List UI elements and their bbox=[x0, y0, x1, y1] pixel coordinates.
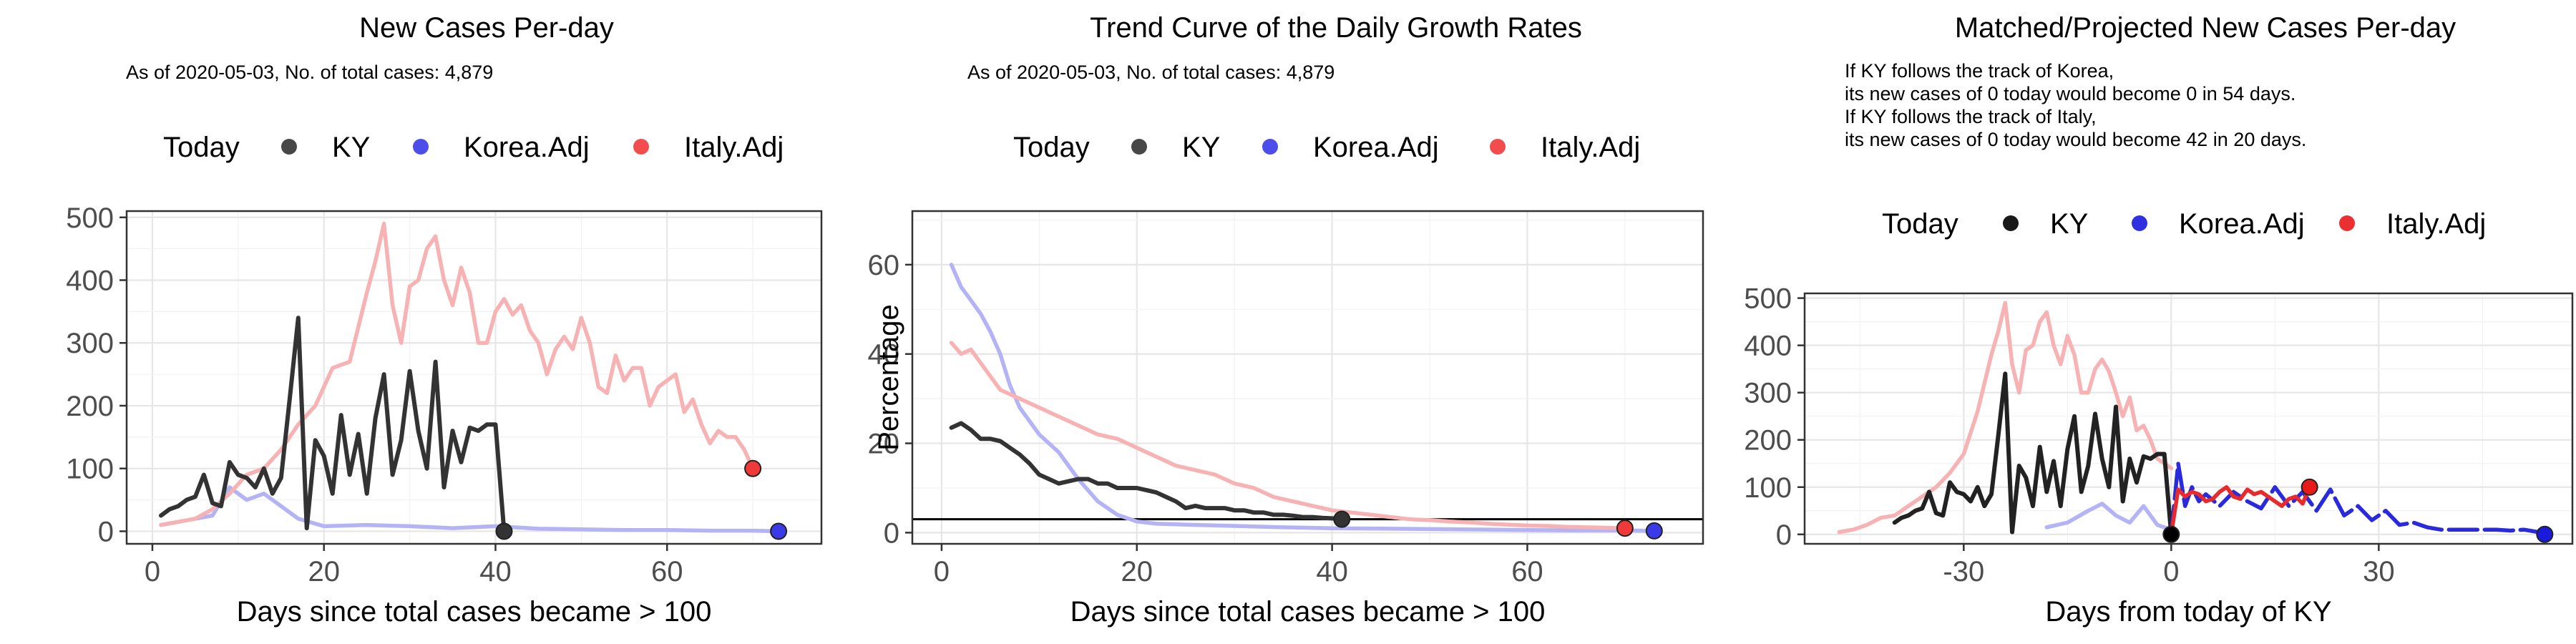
y-tick-label: 200 bbox=[1744, 425, 1792, 457]
plot-border bbox=[125, 210, 823, 545]
grid bbox=[127, 211, 821, 544]
legend-label: KY bbox=[2050, 208, 2088, 240]
x-tick-label: 0 bbox=[2163, 556, 2179, 587]
legend: Today KY Korea.Adj Italy.Adj bbox=[1013, 132, 1640, 163]
today-point-italy-adj bbox=[2301, 478, 2318, 496]
series-line-ky bbox=[1892, 371, 2174, 537]
chart-subtitle: As of 2020-05-03, No. of total cases: 4,… bbox=[967, 62, 1335, 83]
x-tick-label: 20 bbox=[1121, 556, 1153, 587]
legend-title: Today bbox=[1882, 208, 1958, 240]
legend-label: Italy.Adj bbox=[2386, 208, 2486, 240]
x-tick-label: 60 bbox=[651, 556, 683, 587]
x-tick-label: 30 bbox=[2363, 556, 2395, 587]
x-axis-label: Days since total cases became > 100 bbox=[237, 596, 712, 628]
legend: Today KY Korea.Adj Italy.Adj bbox=[1882, 208, 2486, 240]
series-line-italy-adj-projected bbox=[2169, 485, 2312, 537]
plot-panel bbox=[1805, 293, 2572, 544]
chart-3: Matched/Projected New Cases Per-day If KY… bbox=[1744, 12, 2574, 628]
series-line-italy-adj bbox=[1837, 301, 2174, 535]
legend-title: Today bbox=[1013, 132, 1090, 163]
today-point-italy-adj bbox=[744, 459, 762, 477]
chart-subtitle: As of 2020-05-03, No. of total cases: 4,… bbox=[126, 62, 493, 83]
chart-title: Trend Curve of the Daily Growth Rates bbox=[1090, 12, 1582, 44]
plot-border bbox=[1803, 292, 2574, 545]
x-tick-label: 40 bbox=[479, 556, 512, 587]
grid bbox=[912, 211, 1703, 544]
y-tick-label: 20 bbox=[868, 429, 900, 460]
legend: Today KY Korea.Adj Italy.Adj bbox=[163, 132, 784, 163]
y-tick-label: 400 bbox=[66, 265, 114, 297]
chart-subtitle-line: If KY follows the track of Korea, bbox=[1845, 60, 2114, 82]
y-tick-label: 100 bbox=[66, 454, 114, 485]
today-point-korea-adj bbox=[2536, 525, 2554, 543]
legend-marker bbox=[1262, 139, 1278, 155]
legend-label: Korea.Adj bbox=[464, 132, 590, 163]
y-tick-label: 0 bbox=[884, 517, 899, 549]
x-tick-label: 40 bbox=[1316, 556, 1348, 587]
series-line-korea-adj-projected bbox=[2169, 461, 2547, 537]
legend-marker bbox=[2003, 215, 2019, 231]
y-tick-label: 500 bbox=[1744, 283, 1792, 315]
legend-marker bbox=[2339, 215, 2355, 231]
today-point-italy-adj bbox=[1616, 519, 1634, 537]
y-tick-label: 200 bbox=[66, 391, 114, 422]
y-axis-label: Percentage bbox=[873, 304, 904, 451]
plot-panel bbox=[127, 211, 821, 544]
legend-label: Korea.Adj bbox=[2179, 208, 2305, 240]
series-line-ky bbox=[949, 421, 1345, 522]
y-tick-label: 500 bbox=[66, 203, 114, 234]
legend-title: Today bbox=[163, 132, 240, 163]
legend-marker bbox=[281, 139, 297, 155]
y-tick-label: 400 bbox=[1744, 331, 1792, 362]
today-point-korea-adj bbox=[770, 522, 788, 540]
chart-subtitle-line: its new cases of 0 today would become 42… bbox=[1845, 129, 2306, 150]
chart-title: Matched/Projected New Cases Per-day bbox=[1955, 12, 2456, 44]
legend-label: KY bbox=[332, 132, 370, 163]
y-tick-label: 0 bbox=[98, 516, 114, 547]
legend-marker bbox=[1131, 139, 1147, 155]
x-tick-label: 20 bbox=[308, 556, 340, 587]
x-axis-label: Days since total cases became > 100 bbox=[1070, 596, 1546, 628]
chart-subtitle-line: its new cases of 0 today would become 0 … bbox=[1845, 83, 2296, 104]
y-tick-label: 100 bbox=[1744, 472, 1792, 504]
legend-marker bbox=[633, 139, 649, 155]
legend-label: KY bbox=[1182, 132, 1220, 163]
legend-marker bbox=[1490, 139, 1506, 155]
x-axis-label: Days from today of KY bbox=[2045, 596, 2331, 628]
legend-marker bbox=[413, 139, 429, 155]
today-point-ky bbox=[495, 522, 513, 540]
chart-subtitle-line: If KY follows the track of Italy, bbox=[1845, 106, 2097, 127]
legend-label: Korea.Adj bbox=[1313, 132, 1439, 163]
grid bbox=[1805, 293, 2572, 544]
legend-marker bbox=[2132, 215, 2147, 231]
legend-label: Italy.Adj bbox=[684, 132, 784, 163]
series-line-ky bbox=[159, 316, 507, 534]
y-tick-label: 0 bbox=[1776, 519, 1792, 551]
y-tick-label: 300 bbox=[1744, 378, 1792, 409]
series-line-korea-adj bbox=[949, 263, 1657, 533]
x-tick-label: 0 bbox=[145, 556, 160, 587]
x-tick-label: -30 bbox=[1943, 556, 1984, 587]
series-line-italy-adj bbox=[159, 221, 755, 527]
y-tick-label: 40 bbox=[868, 339, 900, 371]
chart-1: New Cases Per-day As of 2020-05-03, No. o… bbox=[66, 12, 823, 628]
today-point-ky bbox=[1333, 510, 1351, 528]
plot-border bbox=[911, 210, 1704, 545]
series-line-korea-adj bbox=[2044, 502, 2174, 532]
today-point-korea-adj bbox=[1645, 522, 1663, 540]
chart-2: Trend Curve of the Daily Growth Rates As … bbox=[868, 12, 1704, 628]
plot-panel bbox=[912, 211, 1703, 544]
today-point-ky bbox=[2162, 525, 2180, 543]
legend-label: Italy.Adj bbox=[1541, 132, 1640, 163]
y-tick-label: 300 bbox=[66, 328, 114, 359]
y-tick-label: 60 bbox=[868, 250, 900, 281]
x-tick-label: 0 bbox=[934, 556, 950, 587]
x-tick-label: 60 bbox=[1511, 556, 1543, 587]
chart-title: New Cases Per-day bbox=[359, 12, 614, 44]
series-line-italy-adj bbox=[949, 341, 1627, 530]
